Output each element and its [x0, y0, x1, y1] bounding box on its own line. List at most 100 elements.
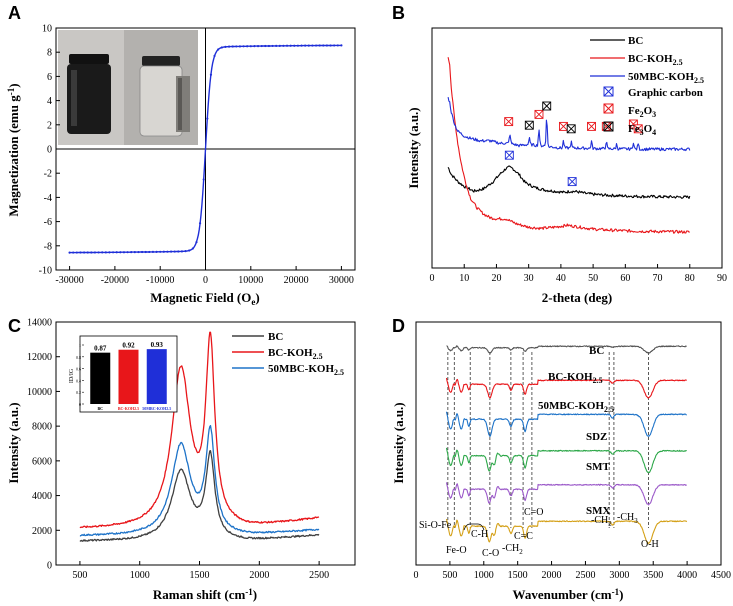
b-phase-marker-x2	[542, 101, 552, 111]
b-series-bc-line	[447, 165, 691, 199]
a-series-mh-point	[137, 250, 140, 254]
d-label-smx: SMX	[586, 505, 611, 517]
legend-bc-koh: BC-KOH2.5	[628, 53, 683, 67]
a-series-mh-point	[126, 251, 129, 254]
a-series-mh-point	[72, 251, 75, 254]
inset-photo	[58, 30, 198, 145]
a-series-mh-point	[253, 45, 256, 48]
a-series-mh-point	[249, 45, 252, 48]
a-series-mh-point	[122, 251, 126, 254]
b-xtick-label: 10	[459, 273, 469, 284]
b-phase-marker-x2	[633, 124, 643, 134]
annot-c-c: C=C	[514, 531, 533, 542]
c-ytick-label: 10000	[27, 387, 52, 398]
a-series-mh-point	[90, 251, 93, 254]
b-phase-marker	[587, 121, 596, 131]
panel-d-annotations: Si-O-Fe Fe-O C-H C-O -CH2 C=C C=O -CH2 -…	[419, 507, 659, 559]
inset-category-label: BC-KOH2.5	[118, 406, 139, 411]
a-series-mh-point	[282, 44, 285, 47]
a-series-mh-point	[227, 45, 231, 48]
a-series-mh-point	[97, 251, 100, 254]
panel-d-axes: 0 500 1000 1500 2000 2500 3000 3500 4000 4500	[414, 561, 731, 581]
panel-d-xlabel: Wavenumber (cm-1)	[513, 587, 624, 602]
a-series-mh-point	[271, 44, 274, 48]
panel-c-plot	[79, 331, 320, 542]
b-series-50mbc-line	[447, 96, 691, 152]
b-phase-marker-x2	[559, 122, 568, 131]
a-ytick-label: -10	[39, 266, 52, 277]
b-phase-marker-x2	[629, 119, 638, 129]
c-ytick-label: 12000	[27, 352, 52, 363]
d-xtick-label: 1000	[474, 570, 494, 581]
b-phase-marker	[633, 124, 643, 134]
b-xtick-label: 20	[491, 273, 501, 284]
panel-c-axes: 500 1000 1500 2000 2500 0 2000 4000 6000 8000 1000…	[27, 318, 329, 582]
panel-a-ylabel: Magnetization (emu g-1)	[6, 83, 21, 216]
a-series-mh-point	[289, 44, 292, 47]
a-ytick-label: -4	[44, 193, 52, 204]
a-series-mh-point	[307, 44, 310, 47]
b-xtick-label: 60	[620, 273, 630, 284]
a-series-mh-point	[246, 45, 249, 48]
a-series-mh-point	[198, 222, 202, 225]
inset-category-label: BC	[97, 406, 103, 411]
a-ytick-label: 8	[47, 48, 52, 59]
d-label-smt: SMT	[586, 461, 611, 473]
d-series-sdz-line	[445, 447, 687, 474]
a-series-mh-point	[159, 250, 162, 253]
b-xtick-label: 40	[556, 273, 566, 284]
c-xtick-label: 2000	[249, 570, 269, 581]
b-phase-marker-x2	[524, 120, 534, 130]
a-series-mh-point	[300, 44, 303, 47]
panel-c-ylabel: Intensity (a.u.)	[6, 402, 21, 483]
b-phase-marker	[504, 117, 514, 127]
b-xtick-label: 50	[588, 273, 598, 284]
panel-letter-d: D	[392, 316, 405, 336]
c-series-bc-line	[79, 450, 320, 542]
a-ytick-label: 6	[47, 72, 52, 83]
d-series-50mbc-line	[445, 411, 687, 437]
a-series-mh-point	[79, 251, 82, 254]
b-phase-marker-x2	[587, 122, 596, 131]
a-series-mh-point	[206, 117, 209, 120]
a-series-mh-point	[101, 251, 104, 254]
panel-d-guides	[447, 352, 649, 528]
c-xtick-label: 2500	[309, 570, 329, 581]
annot-ch3: -CH3	[617, 512, 638, 525]
panel-letter-a: A	[8, 3, 21, 23]
d-xtick-label: 3500	[643, 570, 663, 581]
annot-ch2-b: -CH2	[591, 515, 612, 528]
legend-50mbc: 50MBC-KOH2.5	[628, 71, 704, 85]
a-series-mh-point	[169, 250, 173, 253]
annot-o-h: O-H	[641, 539, 659, 550]
panel-b-plot	[447, 57, 691, 234]
panel-b-xlabel: 2-theta (deg)	[542, 290, 612, 305]
b-phase-marker	[567, 177, 577, 187]
inset-bar-3	[146, 349, 167, 404]
a-series-mh-line	[69, 44, 342, 254]
a-series-mh-point	[256, 45, 260, 48]
a-xtick-label: 30000	[329, 275, 354, 286]
a-series-mh-point	[108, 251, 111, 254]
d-label-bc-koh: BC-KOH2.5	[548, 371, 603, 385]
b-phase-marker	[566, 124, 576, 134]
a-series-mh-point	[314, 44, 318, 47]
panel-c-legend: BC BC-KOH2.5 50MBC-KOH2.5	[232, 331, 344, 377]
annot-si-o-fe: Si-O-Fe	[419, 520, 452, 531]
a-series-mh-point	[275, 44, 278, 47]
a-series-mh-point	[68, 251, 71, 254]
a-series-mh-point	[93, 251, 97, 254]
a-series-mh-point	[318, 44, 321, 47]
panel-a-xlabel: Magnetic Field (Oe)	[150, 290, 259, 307]
inset-ytick-label: 0.4	[76, 378, 81, 383]
a-series-mh-point	[238, 45, 242, 48]
b-phase-marker-x2	[534, 110, 544, 119]
annot-c-o-double: C=O	[524, 507, 544, 518]
a-series-mh-point	[242, 45, 245, 48]
a-xtick-label: -10000	[146, 275, 174, 286]
a-series-mh-point	[144, 250, 147, 254]
legend-c-bc: BC	[268, 331, 283, 343]
panel-letter-b: B	[392, 3, 405, 23]
d-xtick-label: 1500	[508, 570, 528, 581]
